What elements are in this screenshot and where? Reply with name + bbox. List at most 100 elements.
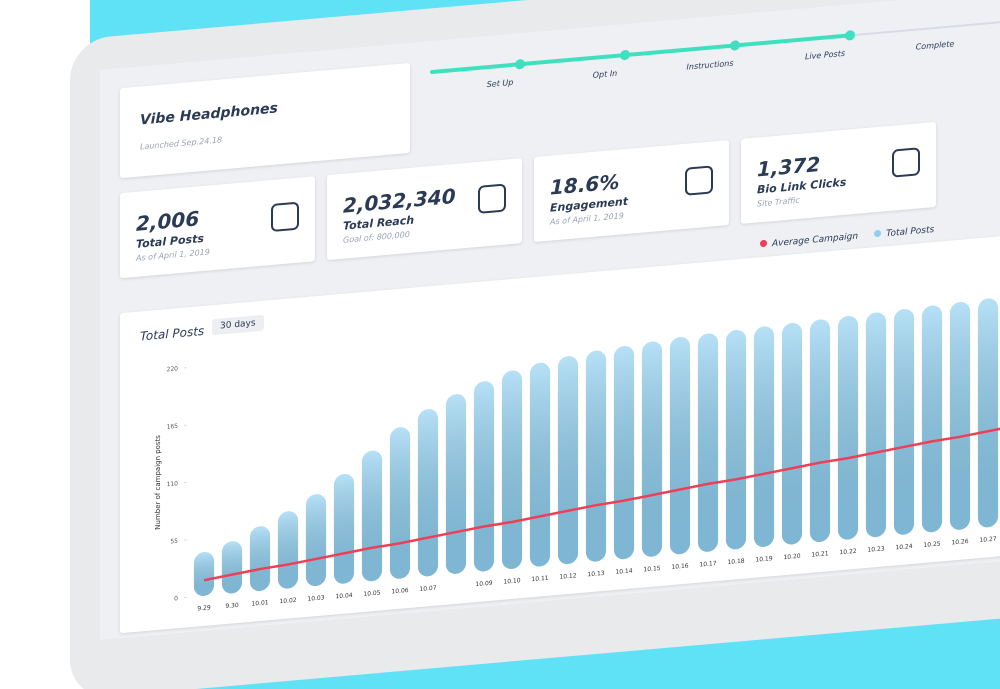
bar-shade [557, 356, 579, 565]
bar-shade [613, 346, 635, 560]
y-tick-label: 110 [167, 480, 179, 488]
step-dot [620, 49, 630, 61]
x-tick-label: 10.13 [587, 570, 604, 579]
y-tick-label: 165 [167, 423, 179, 431]
step-label: Complete [915, 39, 955, 52]
stat-icon [478, 183, 506, 214]
stat-note: Site Traffic [757, 195, 800, 209]
bar-shade [249, 526, 271, 592]
bar-shade [305, 494, 327, 587]
x-tick-label: 10.03 [307, 594, 324, 603]
bar-shade [193, 551, 215, 596]
stat-icon [685, 165, 713, 196]
x-tick-label: 10.18 [727, 558, 744, 567]
bar-shade [809, 319, 831, 543]
legend-item: Average Campaign [760, 232, 858, 251]
bar-shade [921, 305, 943, 533]
x-tick-label: 10.19 [755, 555, 772, 564]
bar-shade [529, 362, 551, 567]
bar-shade [277, 511, 299, 589]
bar-shade [473, 381, 495, 572]
x-tick-label: 10.11 [531, 575, 548, 584]
stat-icon [271, 201, 299, 233]
y-tick-label: 0 [174, 595, 178, 602]
screen: Vibe Headphones Launched Sep.24.18 Set U… [100, 0, 1000, 641]
bar-shade [445, 394, 467, 574]
legend-label: Average Campaign [772, 231, 859, 250]
campaign-title: Vibe Headphones [140, 100, 278, 129]
stat-card: 2,006 Total Posts As of April 1, 2019 [120, 176, 315, 279]
x-tick-label: 10.04 [335, 592, 352, 601]
bar-shade [781, 322, 803, 545]
step-label: Opt In [592, 68, 618, 80]
bar-shade [865, 312, 887, 538]
y-axis-label: Number of campaign posts [153, 434, 162, 530]
bar-shade [893, 309, 915, 535]
x-tick-label: 10.22 [839, 548, 856, 557]
stat-value: 1,372 [757, 151, 821, 182]
chart-card: Total Posts 30 days 0 55 110 165 220 Number o… [120, 231, 1000, 634]
y-tick-label: 220 [167, 365, 179, 373]
bar-shade [361, 450, 383, 582]
legend-swatch [874, 229, 882, 238]
x-tick-label: 10.25 [923, 540, 940, 549]
x-tick-label: 10.07 [419, 585, 436, 594]
stat-card: 1,372 Bio Link Clicks Site Traffic [741, 121, 936, 224]
bar-shade [725, 329, 747, 550]
x-tick-label: 10.24 [895, 543, 912, 552]
step-dot [730, 40, 740, 51]
x-tick-label: 9.30 [225, 602, 239, 610]
bar-shade [977, 298, 999, 528]
bar-shade [697, 333, 719, 552]
bar-shade [221, 541, 243, 594]
bar-shade [333, 473, 355, 584]
stat-icon [892, 147, 920, 178]
x-tick-label: 10.12 [559, 572, 576, 581]
stat-value: 2,032,340 [343, 183, 456, 218]
y-tick-label: 55 [170, 538, 178, 546]
stat-card: 2,032,340 Total Reach Goal of: 800,000 [327, 158, 522, 261]
legend-item: Total Posts [874, 225, 934, 240]
x-tick-label: 10.14 [615, 567, 632, 576]
campaign-card: Vibe Headphones Launched Sep.24.18 [120, 62, 410, 179]
bar-shade [837, 316, 859, 540]
bar-shade [669, 336, 691, 555]
step-label: Set Up [486, 77, 514, 90]
x-tick-label: 10.06 [391, 587, 408, 596]
stat-value: 18.6% [550, 169, 620, 200]
step-dot [845, 29, 855, 41]
x-tick-label: 10.10 [503, 577, 520, 586]
bar-shade [417, 409, 439, 577]
x-tick-label: 10.05 [363, 589, 380, 598]
x-tick-label: 10.23 [867, 545, 884, 554]
x-tick-label: 10.15 [643, 565, 660, 574]
x-tick-label: 10.26 [951, 538, 968, 547]
bar-shade [501, 370, 523, 569]
step-label: Live Posts [804, 48, 846, 62]
bar-shade [585, 350, 607, 562]
step-label: Instructions [686, 58, 734, 72]
legend-label: Total Posts [886, 225, 935, 240]
progress-bar [430, 33, 850, 75]
bar-shade [641, 341, 663, 557]
x-tick-label: 10.16 [671, 563, 688, 572]
x-tick-label: 10.21 [811, 550, 828, 559]
stat-value: 2,006 [136, 206, 200, 236]
chart: 0 55 110 165 220 Number of campaign posts 9.29… [153, 298, 1000, 612]
x-tick-label: 9.29 [197, 604, 211, 612]
stat-note: Goal of: 800,000 [343, 229, 410, 245]
campaign-subtitle: Launched Sep.24.18 [140, 135, 223, 152]
x-tick-label: 10.01 [251, 599, 268, 608]
x-tick-label: 10.27 [979, 536, 996, 545]
average-line [203, 424, 1000, 582]
bar-shade [389, 427, 411, 579]
x-tick-label: 10.02 [279, 597, 296, 606]
legend-swatch [760, 239, 767, 248]
bar-shade [753, 326, 775, 547]
x-tick-label: 10.17 [699, 560, 716, 569]
step-dot [515, 58, 525, 70]
x-tick-label: 10.09 [475, 580, 492, 589]
x-tick-label: 10.20 [783, 553, 800, 562]
stat-card: 18.6% Engagement As of April 1, 2019 [534, 139, 729, 243]
